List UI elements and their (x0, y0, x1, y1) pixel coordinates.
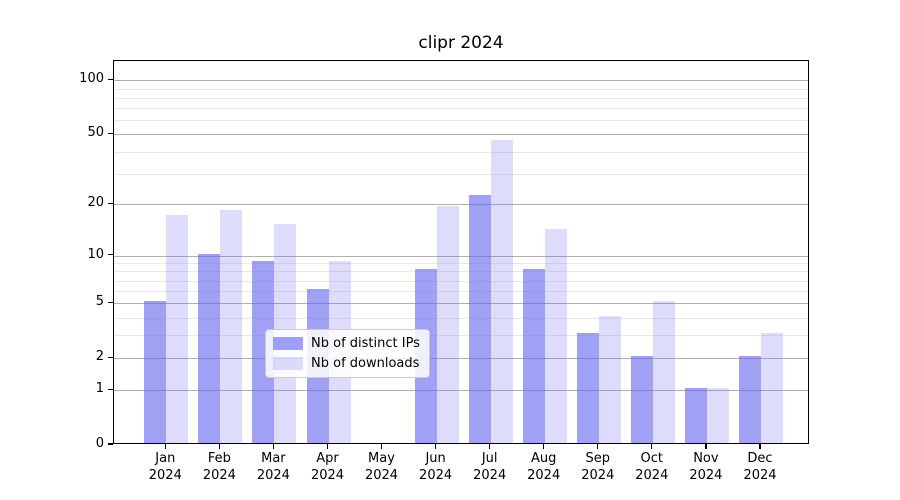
y-tick-mark (108, 301, 113, 304)
x-tick-mark (651, 444, 653, 449)
y-tick-mark (108, 132, 113, 134)
gridline-major (114, 80, 808, 82)
x-tick-label: May 2024 (364, 451, 399, 483)
gridline-minor (114, 108, 808, 110)
x-tick-label: Nov 2024 (689, 451, 723, 483)
bar-nb-of-downloads (436, 206, 459, 443)
bar-nb-of-downloads (166, 214, 189, 443)
bar-nb-of-downloads (490, 140, 513, 443)
bar-nb-of-downloads (652, 301, 675, 443)
legend: Nb of distinct IPs Nb of downloads (265, 329, 430, 378)
gridline-major (114, 134, 808, 136)
y-tick-label: 100 (79, 71, 104, 87)
bar-nb-of-distinct-ips (522, 269, 545, 443)
legend-label: Nb of downloads (311, 356, 420, 371)
x-tick-mark (164, 444, 166, 449)
y-tick-label: 0 (95, 436, 104, 451)
y-tick-label: 1 (95, 381, 104, 397)
y-tick-label: 20 (87, 195, 104, 211)
x-tick-label: Jan 2024 (148, 451, 182, 483)
x-tick-mark (705, 444, 707, 449)
gridline-major (114, 255, 808, 257)
gridline-minor (114, 88, 808, 90)
y-tick-mark (108, 253, 113, 256)
x-tick-label: Oct 2024 (635, 451, 669, 483)
x-tick-label: Jun 2024 (419, 451, 453, 483)
gridline-minor (114, 317, 808, 319)
bar-nb-of-distinct-ips (739, 356, 761, 443)
x-tick-label: Jul 2024 (473, 451, 507, 483)
bar-nb-of-downloads (598, 315, 621, 443)
legend-item: Nb of distinct IPs (273, 336, 420, 351)
x-tick-mark (272, 444, 275, 449)
gridline-minor (114, 173, 808, 175)
bar-nb-of-downloads (706, 388, 729, 443)
gridline-minor (114, 271, 808, 273)
x-tick-label: Apr 2024 (310, 451, 345, 483)
gridline-major (114, 303, 808, 305)
bar-nb-of-downloads (761, 333, 783, 443)
gridline-major (114, 390, 808, 392)
bar-nb-of-distinct-ips (252, 261, 275, 443)
x-tick-mark (434, 444, 437, 449)
bar-nb-of-distinct-ips (144, 301, 167, 443)
legend-swatch (273, 357, 303, 370)
y-tick-label: 2 (95, 349, 104, 365)
gridline-major (114, 358, 808, 360)
x-tick-label: Feb 2024 (202, 451, 236, 483)
x-tick-label: Mar 2024 (256, 451, 290, 483)
x-tick-mark (489, 444, 491, 449)
x-tick-mark (380, 444, 383, 449)
chart-title: clipr 2024 (418, 33, 504, 53)
bar-nb-of-distinct-ips (576, 333, 599, 443)
y-tick-label: 50 (87, 125, 104, 141)
x-tick-mark (218, 444, 221, 449)
gridline-minor (114, 263, 808, 264)
x-tick-label: Dec 2024 (743, 451, 777, 483)
y-tick-label: 5 (95, 294, 104, 310)
x-tick-label: Aug 2024 (527, 451, 561, 483)
bar-nb-of-distinct-ips (630, 356, 653, 443)
legend-label: Nb of distinct IPs (311, 336, 420, 351)
gridline-minor (114, 151, 808, 153)
legend-item: Nb of downloads (273, 356, 420, 371)
y-tick-mark (108, 443, 113, 445)
y-tick-mark (108, 78, 113, 80)
x-tick-mark (759, 444, 761, 449)
gridline-minor (114, 280, 808, 282)
y-tick-mark (108, 356, 113, 358)
bar-nb-of-distinct-ips (684, 388, 707, 443)
bar-nb-of-downloads (220, 210, 243, 443)
bar-nb-of-distinct-ips (468, 195, 491, 443)
bar-nb-of-downloads (544, 229, 567, 443)
gridline-minor (114, 120, 808, 122)
gridline-minor (114, 291, 808, 293)
y-tick-mark (108, 388, 113, 390)
x-tick-mark (597, 444, 599, 449)
x-tick-mark (543, 444, 545, 449)
x-tick-mark (326, 444, 329, 449)
bar-nb-of-distinct-ips (198, 253, 221, 443)
legend-swatch (273, 337, 303, 350)
gridline-minor (114, 97, 808, 99)
plot-area (113, 60, 809, 444)
gridline-major (114, 204, 808, 206)
gridline-minor (114, 335, 808, 337)
x-tick-label: Sep 2024 (581, 451, 615, 483)
y-tick-label: 10 (87, 246, 104, 262)
y-tick-mark (108, 202, 113, 205)
